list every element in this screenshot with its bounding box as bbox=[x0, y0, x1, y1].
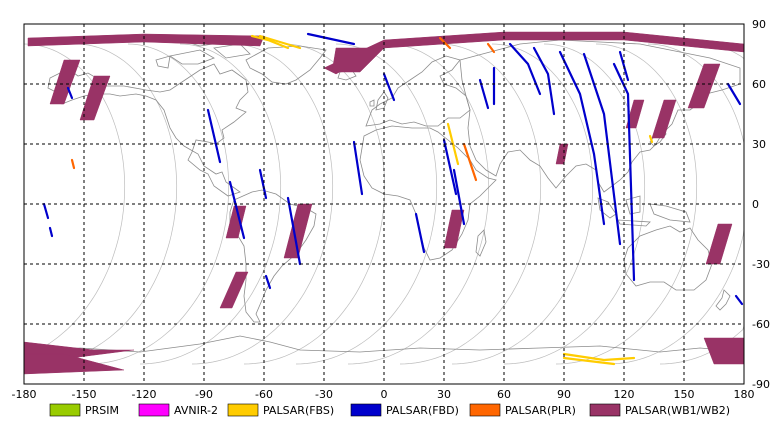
x-tick-label: -120 bbox=[132, 388, 157, 401]
x-tick-label: 150 bbox=[674, 388, 695, 401]
x-tick-label: 180 bbox=[734, 388, 755, 401]
coverage-swath bbox=[443, 209, 465, 249]
y-tick-label: 60 bbox=[752, 78, 766, 91]
legend-item: PALSAR(PLR) bbox=[469, 403, 576, 417]
longitude-ticks: -180 -150 -120 -90 -60 -30 0 30 60 90 120 150 180 bbox=[12, 388, 755, 401]
legend-label: PALSAR(FBD) bbox=[386, 404, 459, 417]
coverage-track bbox=[462, 142, 478, 182]
y-tick-label: -90 bbox=[752, 378, 770, 391]
coverage-track bbox=[478, 78, 490, 110]
legend-swatch bbox=[469, 403, 501, 417]
coverage-swath bbox=[79, 75, 111, 121]
coast-australia bbox=[623, 225, 713, 291]
coverage-track bbox=[734, 294, 744, 306]
x-tick-label: -60 bbox=[255, 388, 273, 401]
coverage-track bbox=[42, 202, 50, 220]
x-tick-label: 120 bbox=[614, 388, 635, 401]
coverage-track bbox=[206, 108, 222, 164]
coverage-track bbox=[352, 140, 364, 196]
x-tick-label: 30 bbox=[437, 388, 451, 401]
coverage-track bbox=[442, 138, 458, 196]
legend-item: PALSAR(WB1/WB2) bbox=[589, 403, 730, 417]
legend-swatch bbox=[350, 403, 382, 417]
coverage-swath bbox=[27, 33, 265, 47]
coverage-track bbox=[264, 274, 272, 290]
coverage-track bbox=[70, 158, 76, 170]
legend: PRSIM AVNIR-2 PALSAR(FBS) PALSAR(FBD) PALSAR… bbox=[49, 403, 730, 417]
coverage-track bbox=[258, 34, 302, 50]
x-tick-label: -150 bbox=[72, 388, 97, 401]
coverage-swath bbox=[49, 59, 81, 105]
orbit-track bbox=[451, 43, 594, 365]
coverage-track bbox=[250, 34, 290, 50]
coverage-track bbox=[648, 134, 654, 144]
coverage-track bbox=[562, 356, 616, 366]
coast-north-america bbox=[47, 63, 249, 197]
coast-arctic-islands bbox=[155, 37, 251, 69]
legend-item: PRSIM bbox=[49, 403, 119, 417]
coast-antarctica bbox=[23, 335, 745, 353]
coast-madagascar bbox=[475, 229, 487, 257]
coverage-swaths bbox=[23, 31, 745, 375]
coverage-track bbox=[438, 36, 452, 50]
y-tick-label: 0 bbox=[752, 198, 759, 211]
coverage-swath bbox=[219, 271, 249, 309]
coverage-track bbox=[414, 212, 426, 254]
coverage-track bbox=[228, 180, 246, 240]
coverage-track bbox=[258, 168, 268, 200]
coverage-track bbox=[612, 62, 636, 282]
coverage-swath bbox=[331, 47, 385, 73]
x-tick-label: 0 bbox=[381, 388, 388, 401]
coverage-track bbox=[382, 72, 396, 102]
legend-swatch bbox=[589, 403, 621, 417]
coverage-track bbox=[306, 32, 356, 46]
y-tick-label: 90 bbox=[752, 18, 766, 31]
x-tick-label: -90 bbox=[195, 388, 213, 401]
plot-border bbox=[23, 23, 745, 385]
legend-label: PALSAR(PLR) bbox=[505, 404, 576, 417]
coast-new-zealand bbox=[715, 289, 731, 311]
coastlines bbox=[23, 37, 745, 353]
legend-swatch bbox=[138, 403, 170, 417]
x-tick-label: 60 bbox=[497, 388, 511, 401]
legend-label: PRSIM bbox=[85, 404, 119, 417]
legend-item: PALSAR(FBD) bbox=[350, 403, 459, 417]
coverage-track bbox=[582, 52, 622, 246]
y-tick-label: -60 bbox=[752, 318, 770, 331]
coverage-track bbox=[562, 352, 636, 362]
coverage-track bbox=[558, 50, 606, 226]
legend-item: PALSAR(FBS) bbox=[227, 403, 334, 417]
legend-swatch bbox=[227, 403, 259, 417]
graticule bbox=[24, 24, 744, 384]
legend-item: AVNIR-2 bbox=[138, 403, 218, 417]
legend-label: PALSAR(FBS) bbox=[263, 404, 334, 417]
y-tick-label: -30 bbox=[752, 258, 770, 271]
coast-africa-europe bbox=[359, 125, 497, 261]
coverage-track bbox=[486, 42, 496, 54]
coverage-track bbox=[532, 46, 556, 116]
x-tick-label: -180 bbox=[12, 388, 37, 401]
x-tick-label: 90 bbox=[557, 388, 571, 401]
coast-indonesia bbox=[597, 195, 691, 227]
orbit-track bbox=[295, 43, 438, 365]
legend-label: AVNIR-2 bbox=[174, 404, 218, 417]
coast-uk bbox=[369, 91, 389, 111]
coverage-track bbox=[286, 196, 302, 266]
legend-swatch bbox=[49, 403, 81, 417]
latitude-ticks: 90 60 30 0 -30 -60 -90 bbox=[752, 18, 770, 391]
coverage-track bbox=[726, 82, 742, 106]
coverage-swath bbox=[687, 63, 721, 109]
x-tick-label: -30 bbox=[315, 388, 333, 401]
coverage-track bbox=[66, 86, 74, 100]
legend-label: PALSAR(WB1/WB2) bbox=[625, 404, 730, 417]
coverage-swath bbox=[651, 99, 677, 139]
coverage-track bbox=[452, 168, 466, 226]
coast-asia bbox=[459, 39, 741, 193]
coverage-track bbox=[48, 226, 54, 238]
y-tick-label: 30 bbox=[752, 138, 766, 151]
coverage-swath bbox=[225, 205, 247, 239]
